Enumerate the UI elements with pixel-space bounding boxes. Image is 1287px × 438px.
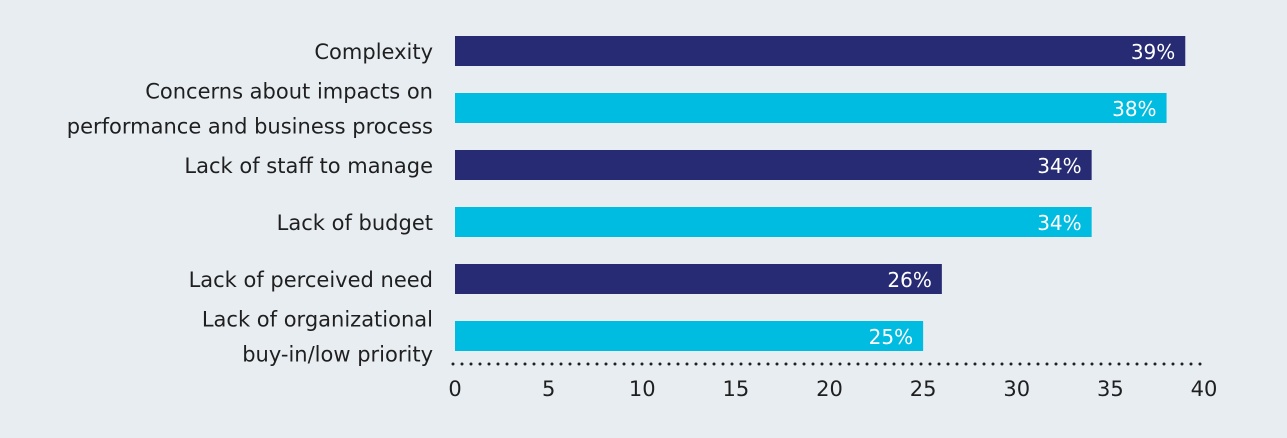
bar	[455, 150, 1092, 180]
x-tick-label: 40	[1191, 377, 1218, 401]
bar	[455, 93, 1167, 123]
bar-value-label: 26%	[887, 268, 931, 292]
bar	[455, 264, 942, 294]
x-tick-label: 25	[910, 377, 937, 401]
category-label: Lack of budget	[277, 211, 433, 235]
bar-value-label: 25%	[869, 325, 913, 349]
bar	[455, 207, 1092, 237]
bar	[455, 321, 924, 351]
bar-value-label: 39%	[1131, 40, 1175, 64]
x-tick-label: 35	[1097, 377, 1124, 401]
bar-value-label: 34%	[1037, 211, 1081, 235]
bar	[455, 36, 1186, 66]
x-tick-label: 30	[1003, 377, 1030, 401]
x-tick-label: 5	[542, 377, 555, 401]
x-tick-label: 10	[629, 377, 656, 401]
category-label: performance and business process	[67, 115, 433, 139]
bar-value-label: 38%	[1112, 97, 1156, 121]
category-label: Concerns about impacts on	[145, 80, 433, 104]
bar-value-label: 34%	[1037, 154, 1081, 178]
category-label: Lack of perceived need	[189, 268, 433, 292]
category-label: Lack of staff to manage	[184, 154, 433, 178]
x-tick-label: 0	[448, 377, 461, 401]
category-label: Lack of organizational	[202, 308, 433, 332]
x-tick-label: 15	[723, 377, 750, 401]
x-tick-label: 20	[816, 377, 843, 401]
category-label: buy-in/low priority	[242, 343, 433, 367]
category-label: Complexity	[314, 40, 433, 64]
